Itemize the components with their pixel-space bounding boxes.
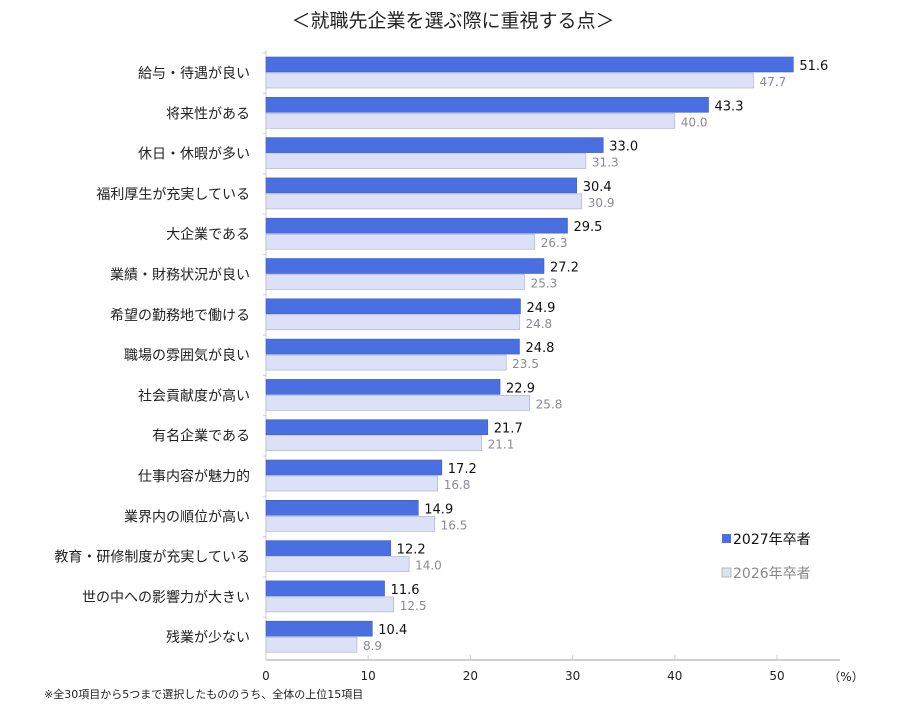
category-label: 世の中への影響力が大きい [82,589,250,606]
value-label-2026: 31.3 [592,156,619,170]
unit-label: （%） [828,670,863,684]
value-label-2026: 16.8 [444,478,471,492]
value-label-2027: 27.2 [550,261,579,276]
bar-2027 [265,459,443,476]
bar-2026 [265,596,395,613]
footnote: ※全30項目から5つまで選択したもののうち、全体の上位15項目 [44,687,363,701]
category-label: 教育・研修制度が充実している [54,550,250,566]
bar-2027 [265,379,501,395]
value-label-2027: 24.9 [526,301,555,316]
legend-label-2026: 2026年卒者 [733,566,811,582]
bar-2026 [265,354,507,371]
value-label-2026: 47.7 [759,75,786,89]
bar-2026 [265,556,410,572]
bar-2027 [265,620,373,637]
value-label-2026: 8.9 [363,639,382,653]
category-label: 仕事内容が魅力的 [138,468,250,485]
bar-2026 [265,314,520,331]
category-label: 残業が少ない [166,630,250,646]
legend-label-2027: 2027年卒者 [733,532,811,548]
value-label-2027: 12.2 [397,543,426,558]
bar-2026 [265,636,358,653]
bar-2026 [265,113,676,129]
bar-2027 [265,580,385,597]
bar-2026 [265,153,587,169]
bar-2026 [265,435,482,452]
value-label-2027: 14.9 [424,502,453,517]
value-label-2026: 12.5 [400,599,427,613]
value-label-2027: 51.6 [799,59,828,74]
category-label: 将来性がある [166,106,250,122]
value-label-2027: 11.6 [391,583,420,598]
category-label: 福利厚生が充実している [96,187,250,203]
value-label-2027: 21.7 [494,422,523,437]
bar-2026 [265,193,583,210]
value-label-2026: 21.1 [488,438,515,452]
category-label: 業界内の順位が高い [124,508,250,525]
x-tick-label: 20 [463,669,478,683]
bar-2027 [265,419,489,436]
value-label-2027: 22.9 [506,381,535,396]
category-label: 有名企業である [152,428,250,445]
bar-2027 [265,499,419,516]
bar-2027 [265,177,577,194]
value-label-2027: 24.8 [525,341,554,356]
value-label-2026: 26.3 [541,236,568,250]
bar-2027 [265,540,391,556]
bar-2026 [265,395,530,411]
x-tick-label: 30 [565,669,580,683]
x-tick-label: 10 [361,669,376,683]
chart-title: ＜就職先企業を選ぶ際に重視する点＞ [291,10,614,32]
value-label-2026: 25.8 [536,397,563,411]
value-label-2026: 24.8 [525,317,552,331]
legend-swatch-2027 [722,534,731,543]
value-label-2027: 43.3 [715,99,744,114]
category-label: 希望の勤務地で働ける [110,308,250,324]
value-label-2026: 40.0 [681,115,708,129]
legend-swatch-2026 [721,567,732,578]
category-label: 職場の雰囲気が良い [124,348,250,364]
bar-2026 [265,274,525,290]
value-label-2027: 29.5 [573,220,602,235]
value-label-2027: 30.4 [583,180,612,195]
bar-2026 [265,72,754,89]
value-label-2027: 33.0 [609,140,638,155]
bar-2026 [265,233,536,250]
bar-2027 [265,137,604,153]
x-tick-label: 40 [667,669,682,683]
bar-2026 [265,515,435,532]
category-label: 大企業である [166,226,250,243]
bar-2026 [265,475,438,492]
value-label-2026: 23.5 [512,357,539,371]
bar-2027 [265,298,521,315]
bar-2027 [265,56,794,73]
category-label: 休日・休暇が多い [138,146,250,163]
value-label-2026: 25.3 [531,277,558,291]
bar-2027 [265,258,545,274]
x-tick-label: 50 [769,669,784,683]
bar-2027 [265,97,709,113]
category-label: 業績・財務状況が良い [110,268,250,284]
bar-2027 [265,217,568,234]
value-label-2026: 14.0 [415,559,442,573]
category-label: 社会貢献度が高い [138,387,250,404]
value-label-2027: 10.4 [378,623,407,638]
category-label: 給与・待遇が良い [138,66,250,82]
bar-2027 [265,338,520,355]
x-tick-label: 0 [262,669,270,683]
value-label-2027: 17.2 [448,462,477,477]
value-label-2026: 30.9 [588,196,615,210]
value-label-2026: 16.5 [441,518,468,532]
